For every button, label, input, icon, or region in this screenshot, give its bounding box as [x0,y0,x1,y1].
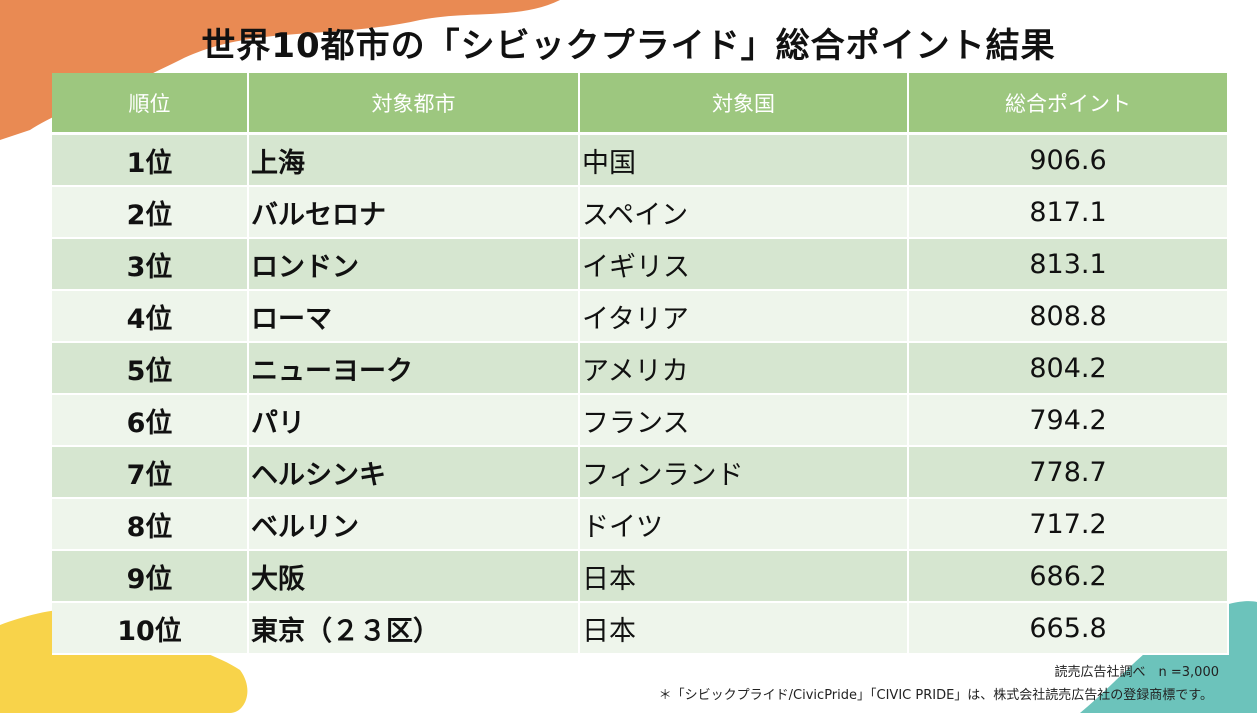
city-cell: 大阪 [248,550,580,603]
table-body: 1位 上海 中国 906.6 2位 バルセロナ スペイン 817.1 3位 ロンドン イギリス 813… [52,133,1229,655]
rank-cell: 7位 [52,446,249,499]
rank-cell: 10位 [52,602,249,655]
table-row: 7位 ヘルシンキ フィンランド 778.7 [52,446,1229,499]
rank-cell: 1位 [52,133,249,187]
table-row: 1位 上海 中国 906.6 [52,133,1229,187]
city-cell: ローマ [248,290,580,343]
country-cell: イギリス [579,238,909,291]
title: 世界10都市の「シビックプライド」総合ポイント結果 [201,26,1056,66]
country-cell: 日本 [579,602,909,655]
country-cell: フランス [579,394,909,447]
country-cell: アメリカ [579,342,909,395]
city-cell: 東京（２３区） [248,602,580,655]
rank-cell: 6位 [52,394,249,447]
country-cell: フィンランド [579,446,909,499]
points-cell: 778.7 [908,446,1229,499]
rank-cell: 5位 [52,342,249,395]
points-cell: 817.1 [908,186,1229,239]
table-row: 6位 パリ フランス 794.2 [52,394,1229,447]
column-header: 総合ポイント [908,73,1229,135]
ranking-table: 順位 対象都市 対象国 総合ポイント 1位 上海 中国 906.6 2位 バルセロナ スペイン 81… [52,73,1229,655]
source-note: 読売広告社調べ n =3,000 [1054,665,1219,680]
header-row: 順位 対象都市 対象国 総合ポイント [52,73,1229,135]
table-row: 5位 ニューヨーク アメリカ 804.2 [52,342,1229,395]
table-row: 4位 ローマ イタリア 808.8 [52,290,1229,343]
points-cell: 808.8 [908,290,1229,343]
city-cell: ニューヨーク [248,342,580,395]
table-row: 9位 大阪 日本 686.2 [52,550,1229,603]
city-cell: ロンドン [248,238,580,291]
trademark-note: ＊「シビックプライド/CivicPride」「CIVIC PRIDE」は、株式会… [658,688,1213,703]
column-header: 順位 [52,73,249,135]
country-cell: スペイン [579,186,909,239]
orange-blob [0,0,560,140]
country-cell: 日本 [579,550,909,603]
points-cell: 906.6 [908,133,1229,187]
city-cell: 上海 [248,133,580,187]
rank-cell: 9位 [52,550,249,603]
country-cell: イタリア [579,290,909,343]
points-cell: 794.2 [908,394,1229,447]
table-row: 10位 東京（２３区） 日本 665.8 [52,602,1229,655]
points-cell: 813.1 [908,238,1229,291]
points-cell: 686.2 [908,550,1229,603]
rank-cell: 2位 [52,186,249,239]
points-cell: 804.2 [908,342,1229,395]
rank-cell: 8位 [52,498,249,551]
city-cell: ベルリン [248,498,580,551]
city-cell: パリ [248,394,580,447]
city-cell: ヘルシンキ [248,446,580,499]
country-cell: 中国 [579,133,909,187]
column-header: 対象国 [579,73,909,135]
points-cell: 717.2 [908,498,1229,551]
city-cell: バルセロナ [248,186,580,239]
points-cell: 665.8 [908,602,1229,655]
table-row: 8位 ベルリン ドイツ 717.2 [52,498,1229,551]
rank-cell: 3位 [52,238,249,291]
rank-cell: 4位 [52,290,249,343]
table-row: 3位 ロンドン イギリス 813.1 [52,238,1229,291]
country-cell: ドイツ [579,498,909,551]
table-row: 2位 バルセロナ スペイン 817.1 [52,186,1229,239]
column-header: 対象都市 [248,73,580,135]
